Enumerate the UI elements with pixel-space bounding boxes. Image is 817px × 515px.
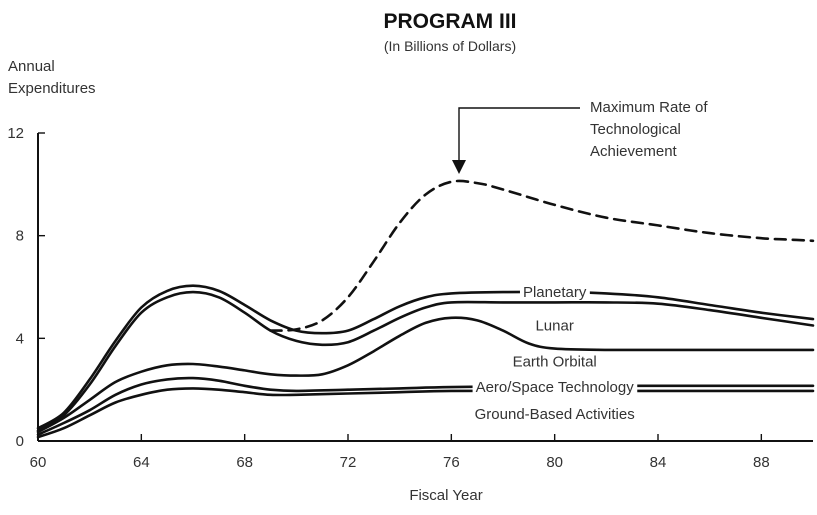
series-label-text: Ground-Based Activities [475, 406, 635, 423]
annotation-line-1: Maximum Rate of [590, 99, 708, 116]
series-label-ground-based-activities: Ground-Based Activities [471, 406, 638, 423]
annotation: Maximum Rate of Technological Achievemen… [452, 99, 708, 174]
annotation-arrowhead [452, 160, 466, 174]
series-label-background [472, 381, 638, 395]
x-tick-label-60: 60 [30, 454, 47, 471]
annotation-leader-line [458, 107, 580, 163]
y-tick-label-4: 4 [16, 330, 24, 347]
y-tick-label-0: 0 [16, 433, 24, 450]
y-axis-label-line-1: Annual [8, 58, 55, 75]
series-label-planetary: Planetary [519, 284, 590, 301]
series-line-aero-space-technology [36, 376, 815, 436]
chart-subtitle: (In Billions of Dollars) [384, 38, 516, 54]
series-line-planetary [36, 284, 815, 430]
x-tick-label-80: 80 [546, 454, 563, 471]
series-label-text: Lunar [535, 318, 573, 335]
series-label-text: Aero/Space Technology [476, 379, 635, 396]
series-label-text: Planetary [523, 284, 587, 301]
y-tick-label-12: 12 [7, 125, 24, 142]
annotation-line-3: Achievement [590, 143, 678, 160]
x-axis-label: Fiscal Year [409, 487, 482, 504]
series-label-aero-space-technology: Aero/Space Technology [472, 379, 638, 396]
series-label-background [519, 286, 590, 300]
x-tick-label-88: 88 [753, 454, 770, 471]
label-layer: Planetary Lunar Earth Orbital Aero/Space Te… [471, 284, 638, 423]
chart-title: PROGRAM III [383, 10, 516, 33]
x-tick-label-84: 84 [650, 454, 667, 471]
x-tick-label-68: 68 [236, 454, 253, 471]
series-line-earth-orbital [36, 316, 815, 434]
y-tick-label-8: 8 [16, 228, 24, 245]
series-line-lunar [36, 290, 815, 432]
x-tick-label-64: 64 [133, 454, 150, 471]
series-layer [36, 179, 815, 439]
series-line-ground-based-activities [36, 387, 815, 439]
series-label-lunar: Lunar [532, 318, 577, 335]
annotation-line-2: Technological [590, 121, 681, 138]
series-label-background [471, 408, 638, 422]
series-line-maximum-rate-of-technological-achievement [269, 179, 815, 332]
x-tick-label-72: 72 [340, 454, 357, 471]
y-axis-label-line-2: Expenditures [8, 80, 96, 97]
axis-layer: 0 4 8 12 60 64 68 72 76 80 84 88 [7, 125, 813, 471]
series-label-background [509, 355, 600, 369]
series-label-text: Earth Orbital [513, 353, 597, 370]
series-label-earth-orbital: Earth Orbital [509, 353, 600, 370]
x-tick-label-76: 76 [443, 454, 460, 471]
series-label-background [532, 319, 577, 333]
